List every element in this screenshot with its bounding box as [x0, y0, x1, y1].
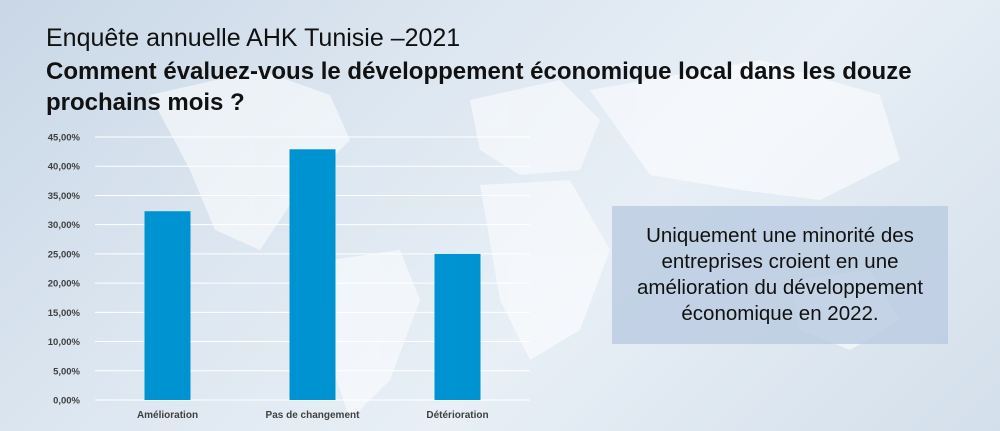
bar — [434, 253, 481, 400]
chart-question-title: Comment évaluez-vous le développement éc… — [46, 58, 912, 116]
y-tick-label: 30,00% — [48, 220, 81, 231]
x-category-label: Pas de changement — [266, 410, 361, 421]
y-tick-label: 5,00% — [53, 366, 80, 377]
y-tick-label: 0,00% — [53, 396, 80, 407]
y-tick-label: 40,00% — [48, 162, 81, 173]
callout-box: Uniquement une minorité des entreprises … — [612, 206, 948, 344]
bar — [289, 149, 336, 400]
y-tick-label: 15,00% — [48, 308, 81, 319]
y-tick-label: 10,00% — [48, 337, 81, 348]
y-tick-label: 20,00% — [48, 279, 81, 290]
callout-text: Uniquement une minorité des entreprises … — [636, 224, 924, 325]
survey-subtitle: Enquête annuelle AHK Tunisie –2021 — [46, 24, 461, 52]
y-tick-label: 35,00% — [48, 191, 81, 202]
x-category-label: Amélioration — [137, 410, 198, 421]
x-category-label: Détérioration — [426, 410, 488, 421]
bar — [144, 211, 191, 400]
y-tick-label: 45,00% — [48, 133, 81, 144]
y-tick-label: 25,00% — [48, 249, 81, 260]
